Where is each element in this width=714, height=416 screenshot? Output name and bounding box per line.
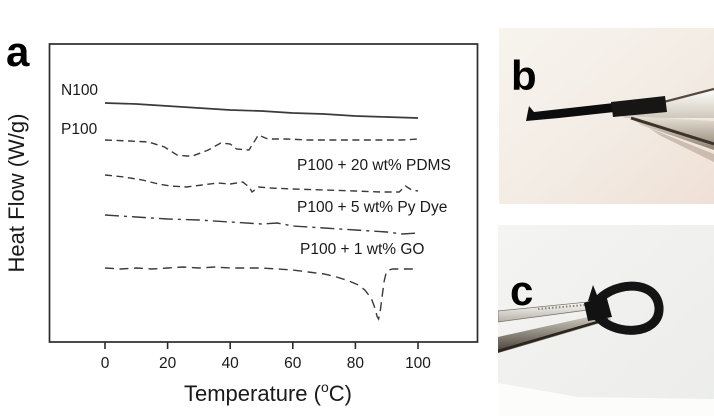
x-tick-label-40: 40	[222, 355, 240, 372]
label-pdms: P100 + 20 wt% PDMS	[297, 157, 451, 174]
plot-frame	[48, 43, 479, 343]
x-tick-label-100: 100	[405, 355, 431, 372]
x-tick-label-0: 0	[101, 355, 110, 372]
tweezer-lower-edge	[630, 116, 714, 146]
tweezer-shadow	[649, 128, 714, 162]
x-tick-label-20: 20	[159, 355, 177, 372]
tweezers-looped-strip-image: c	[498, 225, 714, 416]
dsc-chart: a 0 20 40 60 80 100 N100 P100 P100 + 20 wt% P…	[4, 28, 479, 406]
black-strip-loop	[590, 281, 664, 335]
x-axis-ticks: 0 20 40 60 80 100	[101, 342, 431, 372]
x-tick-label-60: 60	[284, 355, 302, 372]
curve-pydye	[104, 214, 419, 235]
curve-go	[104, 266, 418, 321]
black-strip-tab	[588, 285, 599, 301]
curves	[104, 102, 419, 321]
x-tick-label-80: 80	[347, 355, 365, 372]
paper-edge	[498, 383, 714, 416]
curve-p100	[104, 134, 419, 157]
curve-pdms	[104, 174, 419, 194]
curve-n100	[104, 102, 419, 119]
black-strip-gripped-part	[611, 96, 667, 117]
tweezer-grip-texture	[537, 303, 597, 310]
label-p100: P100	[61, 121, 98, 138]
label-pydye: P100 + 5 wt% Py Dye	[297, 199, 447, 216]
photo-b: b	[499, 28, 714, 204]
panel-c-letter: c	[510, 267, 533, 314]
tweezers-flat-strip-image: b	[499, 28, 714, 204]
tweezer-lower-edge	[498, 317, 609, 353]
y-axis-title: Heat Flow (W/g)	[4, 114, 29, 273]
label-go: P100 + 1 wt% GO	[300, 241, 425, 258]
x-axis-title: Temperature (oC)	[184, 379, 352, 406]
black-strip-gripped-part	[584, 295, 612, 321]
panel-b-letter: b	[511, 52, 537, 99]
panel-a-letter: a	[6, 28, 30, 75]
photo-c: c	[498, 225, 714, 416]
label-n100: N100	[61, 82, 98, 99]
